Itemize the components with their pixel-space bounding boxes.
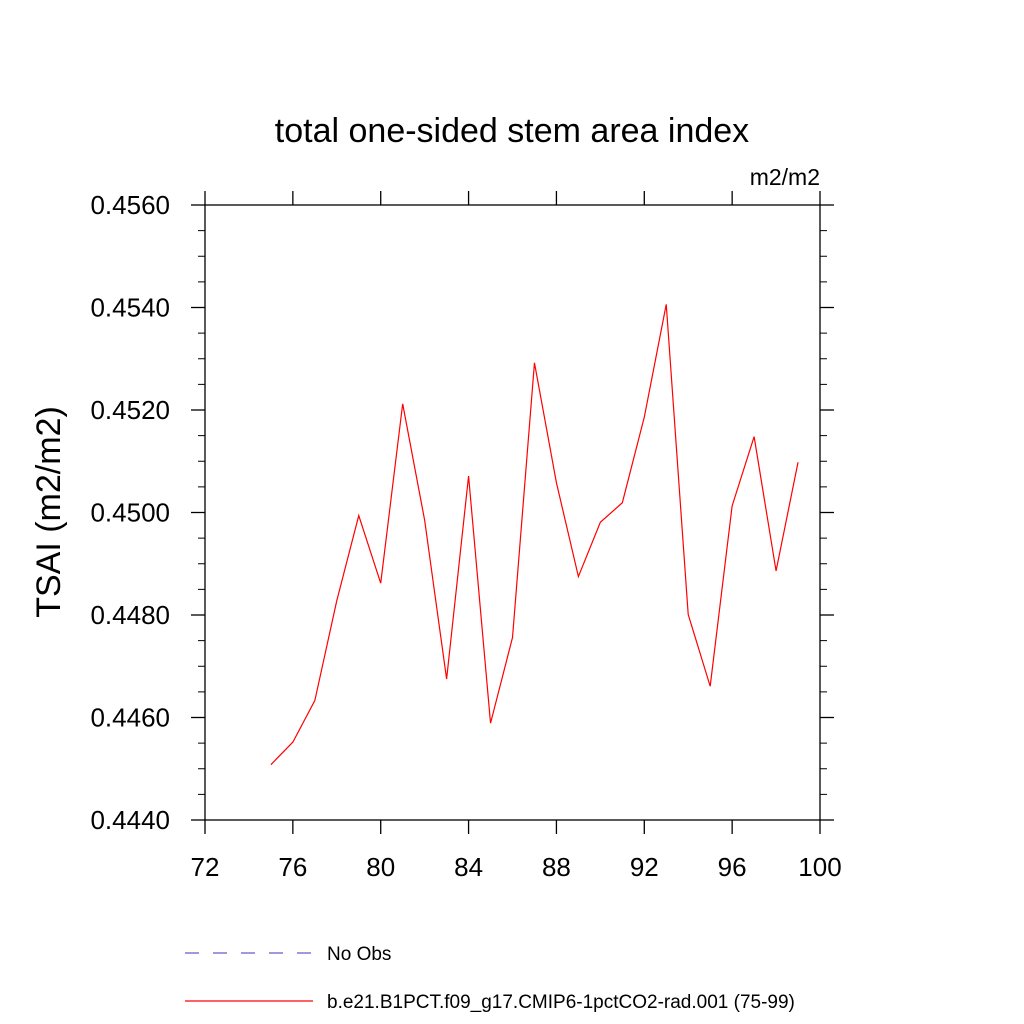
y-tick-label: 0.4480 xyxy=(90,600,170,630)
y-tick-labels: 0.4440 0.4460 0.4480 0.4500 0.4520 0.4540 0.45… xyxy=(90,190,170,835)
series-layer xyxy=(270,304,799,766)
plot-frame xyxy=(204,204,821,821)
x-tick-label: 100 xyxy=(798,852,841,882)
x-tick-label: 84 xyxy=(454,852,483,882)
y-tick-label: 0.4440 xyxy=(90,805,170,835)
units-label: m2/m2 xyxy=(750,164,820,190)
legend-label: b.e21.B1PCT.f09_g17.CMIP6-1pctCO2-rad.00… xyxy=(327,992,795,1013)
y-tick-label: 0.4560 xyxy=(90,190,170,220)
x-tick-label: 80 xyxy=(366,852,395,882)
x-tick-label: 72 xyxy=(191,852,220,882)
x-tick-label: 76 xyxy=(278,852,307,882)
y-tick-label: 0.4460 xyxy=(90,703,170,733)
x-tick-labels: 72 76 80 84 88 92 96 100 xyxy=(191,852,842,882)
x-tick-label: 96 xyxy=(718,852,747,882)
chart-title: total one-sided stem area index xyxy=(275,112,749,150)
y-axis-label: TSAI (m2/m2) xyxy=(30,406,68,618)
x-tick-label: 92 xyxy=(630,852,659,882)
y-tick-label: 0.4520 xyxy=(90,395,170,425)
legend-label: No Obs xyxy=(327,944,391,965)
legend: No Obs b.e21.B1PCT.f09_g17.CMIP6-1pctCO2-… xyxy=(185,944,795,1013)
y-tick-label: 0.4540 xyxy=(90,293,170,323)
axis-ticks xyxy=(191,191,834,834)
y-tick-label: 0.4500 xyxy=(90,498,170,528)
series-line-1 xyxy=(270,304,799,766)
x-tick-label: 88 xyxy=(542,852,571,882)
